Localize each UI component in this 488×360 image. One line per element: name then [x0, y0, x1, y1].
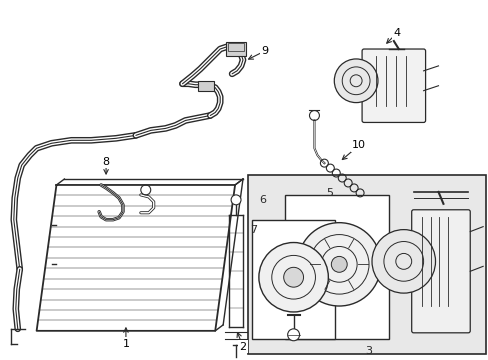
Text: 9: 9	[261, 46, 268, 56]
Text: 3: 3	[365, 346, 372, 356]
Text: 2: 2	[239, 342, 246, 352]
Circle shape	[371, 230, 435, 293]
Circle shape	[283, 267, 303, 287]
Circle shape	[258, 243, 327, 312]
Circle shape	[334, 59, 377, 103]
Circle shape	[231, 195, 241, 205]
FancyBboxPatch shape	[411, 210, 469, 333]
Bar	[198, 81, 214, 91]
Text: 8: 8	[102, 157, 109, 167]
Text: 5: 5	[325, 188, 332, 198]
Text: 7: 7	[250, 225, 257, 235]
Text: 1: 1	[122, 339, 129, 349]
Bar	[247, 175, 485, 354]
Bar	[284, 195, 388, 339]
Circle shape	[287, 329, 299, 341]
Circle shape	[297, 223, 380, 306]
Bar	[225, 42, 245, 56]
Bar	[251, 220, 335, 339]
Bar	[228, 43, 244, 51]
Text: 10: 10	[351, 140, 366, 150]
Text: 6: 6	[259, 195, 266, 205]
Circle shape	[331, 256, 346, 272]
FancyBboxPatch shape	[361, 49, 425, 122]
Text: 4: 4	[392, 28, 400, 38]
